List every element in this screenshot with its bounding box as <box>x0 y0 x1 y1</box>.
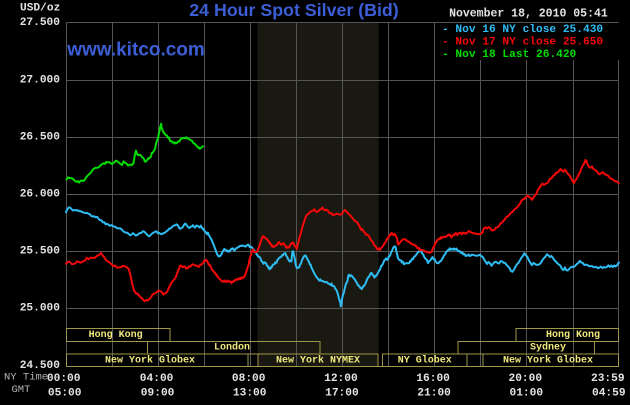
svg-text:25.000: 25.000 <box>20 303 61 315</box>
svg-text:27.500: 27.500 <box>20 17 61 29</box>
svg-text:00:00: 00:00 <box>47 373 81 385</box>
svg-text:- Nov 18 Last 26.420: - Nov 18 Last 26.420 <box>442 49 577 61</box>
svg-text:17:00: 17:00 <box>325 388 359 400</box>
svg-text:13:00: 13:00 <box>233 388 267 400</box>
svg-text:New York Globex: New York Globex <box>105 354 195 366</box>
svg-text:12:00: 12:00 <box>324 373 358 385</box>
svg-text:25.500: 25.500 <box>20 246 61 258</box>
svg-text:26.500: 26.500 <box>20 132 61 144</box>
svg-text:04:00: 04:00 <box>140 373 174 385</box>
svg-text:Hong Kong: Hong Kong <box>89 330 143 341</box>
svg-text:Sydney: Sydney <box>530 342 566 354</box>
svg-text:21:00: 21:00 <box>417 388 451 400</box>
svg-text:04:59: 04:59 <box>592 388 626 400</box>
svg-text:24.500: 24.500 <box>20 360 61 372</box>
svg-text:05:00: 05:00 <box>48 388 82 400</box>
svg-text:27.000: 27.000 <box>20 75 61 87</box>
svg-text:New York NYMEX: New York NYMEX <box>276 354 360 366</box>
svg-text:- Nov 16 NY close 25.430: - Nov 16 NY close 25.430 <box>442 24 603 36</box>
svg-text:16:00: 16:00 <box>416 373 450 385</box>
svg-text:www.kitco.com: www.kitco.com <box>66 39 205 60</box>
svg-text:- Nov 17 NY close 25.650: - Nov 17 NY close 25.650 <box>442 36 603 48</box>
svg-text:USD/oz: USD/oz <box>20 3 60 15</box>
svg-text:23:59: 23:59 <box>591 373 625 385</box>
svg-text:London: London <box>214 342 250 354</box>
svg-text:NY Globex: NY Globex <box>398 354 452 366</box>
svg-text:GMT: GMT <box>12 384 31 396</box>
svg-text:08:00: 08:00 <box>232 373 266 385</box>
svg-text:26.000: 26.000 <box>20 189 61 201</box>
svg-text:Hong Kong: Hong Kong <box>546 330 600 341</box>
svg-text:New York Globex: New York Globex <box>503 354 593 366</box>
svg-text:09:00: 09:00 <box>141 388 175 400</box>
svg-text:24 Hour Spot Silver (Bid): 24 Hour Spot Silver (Bid) <box>189 0 399 20</box>
svg-text:01:00: 01:00 <box>510 388 544 400</box>
svg-text:NY Time: NY Time <box>4 372 48 384</box>
svg-text:November 18, 2010 05:41: November 18, 2010 05:41 <box>449 7 608 20</box>
svg-text:20:00: 20:00 <box>509 373 543 385</box>
